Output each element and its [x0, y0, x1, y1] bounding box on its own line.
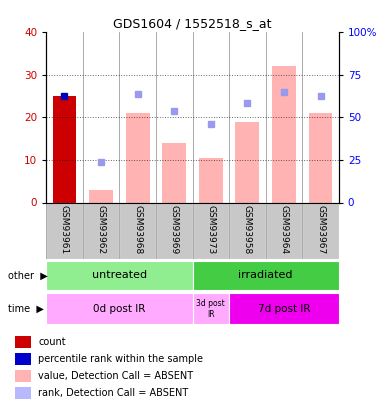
- Bar: [15, 353, 31, 365]
- FancyBboxPatch shape: [229, 202, 266, 259]
- Text: count: count: [38, 337, 66, 347]
- Text: other  ▶: other ▶: [8, 271, 47, 280]
- Bar: [162, 143, 186, 202]
- FancyBboxPatch shape: [302, 202, 339, 259]
- FancyBboxPatch shape: [266, 202, 302, 259]
- Bar: [229, 293, 339, 324]
- Text: GSM93964: GSM93964: [280, 205, 288, 254]
- Bar: [15, 370, 31, 382]
- Bar: [192, 293, 229, 324]
- Text: 0d post IR: 0d post IR: [93, 304, 146, 314]
- Text: irradiated: irradiated: [238, 271, 293, 280]
- FancyBboxPatch shape: [156, 202, 192, 259]
- FancyBboxPatch shape: [83, 202, 119, 259]
- Bar: [46, 293, 192, 324]
- FancyBboxPatch shape: [46, 202, 83, 259]
- Bar: [15, 386, 31, 399]
- Text: GSM93958: GSM93958: [243, 205, 252, 254]
- Text: value, Detection Call = ABSENT: value, Detection Call = ABSENT: [38, 371, 194, 381]
- Bar: [236, 122, 259, 202]
- Text: percentile rank within the sample: percentile rank within the sample: [38, 354, 204, 364]
- Title: GDS1604 / 1552518_s_at: GDS1604 / 1552518_s_at: [113, 17, 272, 30]
- Bar: [46, 261, 192, 290]
- Bar: [272, 66, 296, 202]
- Text: GSM93961: GSM93961: [60, 205, 69, 254]
- Text: GSM93973: GSM93973: [206, 205, 215, 254]
- Bar: [89, 190, 113, 202]
- Bar: [126, 113, 149, 202]
- Text: 3d post
IR: 3d post IR: [196, 299, 225, 318]
- FancyBboxPatch shape: [192, 202, 229, 259]
- Text: rank, Detection Call = ABSENT: rank, Detection Call = ABSENT: [38, 388, 189, 398]
- Text: untreated: untreated: [92, 271, 147, 280]
- Bar: [309, 113, 332, 202]
- Bar: [53, 96, 76, 202]
- Text: GSM93969: GSM93969: [170, 205, 179, 254]
- FancyBboxPatch shape: [119, 202, 156, 259]
- Text: GSM93968: GSM93968: [133, 205, 142, 254]
- Bar: [192, 261, 339, 290]
- Text: time  ▶: time ▶: [8, 304, 44, 314]
- Text: GSM93962: GSM93962: [97, 205, 105, 254]
- Text: 7d post IR: 7d post IR: [258, 304, 310, 314]
- Text: GSM93967: GSM93967: [316, 205, 325, 254]
- Bar: [15, 336, 31, 348]
- Bar: [199, 158, 223, 202]
